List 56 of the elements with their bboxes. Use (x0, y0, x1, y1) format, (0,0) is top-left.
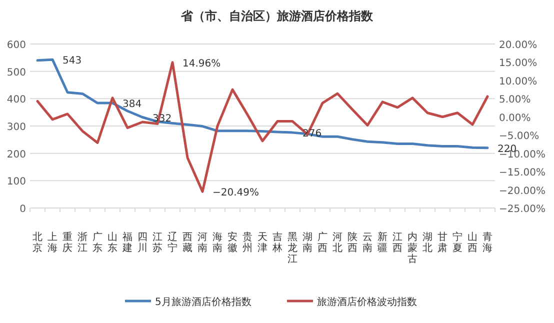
x-tick-label: 吉林 (272, 231, 282, 254)
y-tick-label: 200 (6, 149, 26, 160)
y-tick-label: 0 (20, 204, 26, 215)
x-tick-label: 福建 (122, 231, 132, 254)
x-tick-label: 广西 (318, 231, 328, 254)
x-tick-label: 海南 (212, 231, 222, 254)
y-tick-label: 100 (6, 176, 26, 188)
legend-label: 旅游酒店价格波动指数 (317, 296, 417, 308)
y-tick-label: 500 (6, 67, 26, 78)
y-tick-label: 600 (6, 40, 26, 51)
data-label: 276 (302, 128, 322, 140)
y2-tick-label: −15.00% (499, 168, 546, 179)
x-tick-label: 广东 (92, 231, 102, 254)
x-tick-label: 安徽 (228, 231, 238, 254)
data-label: 543 (62, 56, 82, 67)
y2-tick-label: −5.00% (499, 131, 540, 142)
y2-tick-label: 5.00% (499, 94, 531, 106)
x-tick-label: 云南 (362, 232, 372, 254)
data-label: −20.49% (212, 188, 260, 199)
data-label: 384 (122, 99, 142, 110)
x-tick-label: 湖北 (422, 231, 432, 254)
x-tick-label: 山东 (108, 231, 118, 254)
y2-tick-label: 10.00% (499, 76, 538, 88)
y-tick-label: 300 (6, 122, 26, 133)
x-tick-label: 四川 (138, 232, 148, 254)
x-tick-label: 湖南 (302, 231, 312, 254)
x-tick-label: 辽宁 (168, 231, 178, 254)
x-tick-label: 江苏 (152, 231, 162, 254)
x-tick-label: 甘肃 (438, 231, 448, 254)
x-tick-label: 宁夏 (452, 231, 462, 254)
y2-tick-label: 20.00% (499, 40, 538, 51)
y2-tick-label: 15.00% (499, 58, 538, 70)
x-tick-label: 北京 (32, 231, 42, 254)
y2-tick-label: −20.00% (499, 186, 546, 197)
line-series (36, 58, 489, 150)
y-tick-label: 400 (6, 94, 26, 106)
x-tick-label: 内蒙古 (408, 231, 418, 265)
y2-tick-label: −25.00% (499, 204, 546, 215)
x-tick-label: 陕西 (348, 231, 358, 254)
x-tick-label: 江西 (392, 231, 402, 254)
x-tick-label: 上海 (48, 231, 58, 254)
x-tick-label: 重庆 (62, 231, 72, 254)
x-tick-label: 河南 (198, 231, 208, 254)
x-tick-label: 西藏 (182, 232, 192, 254)
x-tick-label: 贵州 (242, 231, 252, 254)
x-tick-label: 河北 (332, 231, 342, 254)
x-tick-label: 浙江 (78, 231, 88, 254)
x-tick-label: 青海 (482, 231, 492, 254)
x-tick-label: 新疆 (378, 231, 388, 254)
chart-title: 省（市、自治区）旅游酒店价格指数 (180, 9, 374, 23)
x-tick-label: 山西 (468, 231, 478, 254)
y2-tick-label: 0.00% (499, 112, 531, 124)
legend-label: 5月旅游酒店价格指数 (155, 296, 252, 308)
x-tick-label: 天津 (258, 232, 268, 254)
x-tick-label: 黑龙江 (288, 232, 298, 265)
data-label: 14.96% (182, 58, 221, 70)
